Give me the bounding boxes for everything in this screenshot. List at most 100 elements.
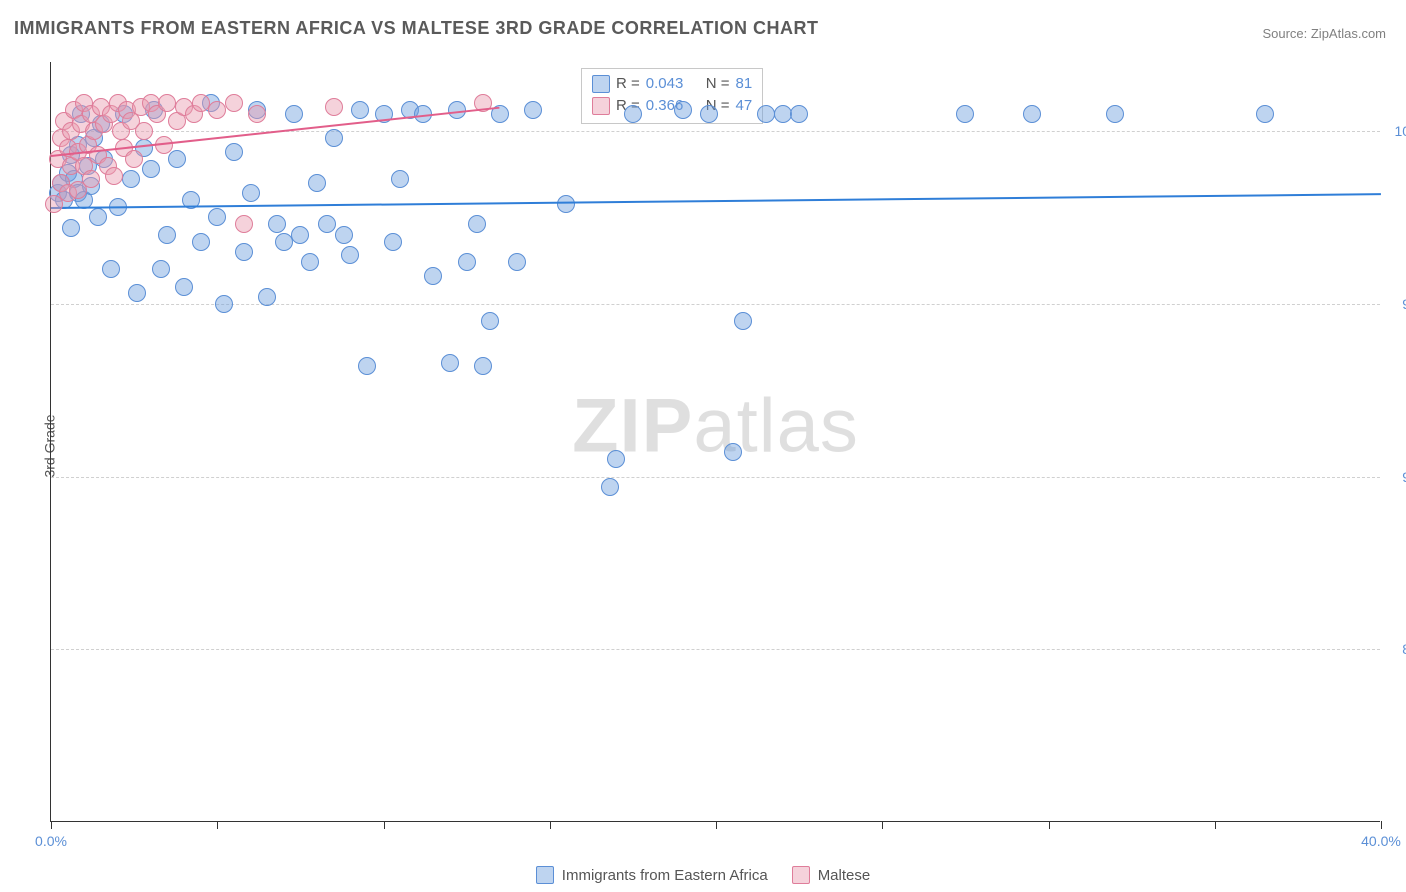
data-point — [474, 357, 492, 375]
data-point — [291, 226, 309, 244]
x-tick — [1215, 821, 1216, 829]
legend-label: Immigrants from Eastern Africa — [562, 867, 768, 884]
x-tick — [882, 821, 883, 829]
data-point — [757, 105, 775, 123]
r-value: 0.366 — [646, 95, 700, 117]
x-tick — [550, 821, 551, 829]
data-point — [384, 233, 402, 251]
n-value: 81 — [736, 73, 753, 95]
data-point — [607, 450, 625, 468]
data-point — [208, 101, 226, 119]
gridline — [51, 304, 1380, 305]
y-tick-label: 85.0% — [1402, 641, 1406, 657]
source-label: Source: ZipAtlas.com — [1262, 26, 1386, 41]
legend-swatch — [592, 75, 610, 93]
data-point — [128, 284, 146, 302]
stat-row: R = 0.043 N = 81 — [592, 73, 752, 95]
data-point — [318, 215, 336, 233]
legend-swatch — [592, 97, 610, 115]
x-tick — [1381, 821, 1382, 829]
legend-item: Immigrants from Eastern Africa — [536, 866, 768, 884]
data-point — [358, 357, 376, 375]
data-point — [142, 160, 160, 178]
data-point — [258, 288, 276, 306]
data-point — [468, 215, 486, 233]
data-point — [508, 253, 526, 271]
legend-swatch — [536, 866, 554, 884]
data-point — [774, 105, 792, 123]
data-point — [62, 219, 80, 237]
data-point — [82, 170, 100, 188]
data-point — [242, 184, 260, 202]
stat-row: R =0.366N =47 — [592, 95, 752, 117]
y-tick-label: 100.0% — [1395, 123, 1406, 139]
data-point — [89, 208, 107, 226]
data-point — [1106, 105, 1124, 123]
data-point — [335, 226, 353, 244]
data-point — [215, 295, 233, 313]
data-point — [301, 253, 319, 271]
data-point — [481, 312, 499, 330]
x-tick — [217, 821, 218, 829]
data-point — [1023, 105, 1041, 123]
chart-plot-area: ZIPatlas R =0.043N =81R =0.366N =47 85.0… — [50, 62, 1380, 822]
r-value: 0.043 — [646, 73, 700, 95]
data-point — [105, 167, 123, 185]
data-point — [102, 260, 120, 278]
x-tick — [1049, 821, 1050, 829]
data-point — [351, 101, 369, 119]
data-point — [268, 215, 286, 233]
legend-swatch — [792, 866, 810, 884]
data-point — [424, 267, 442, 285]
data-point — [192, 94, 210, 112]
y-tick-label: 95.0% — [1402, 296, 1406, 312]
data-point — [325, 98, 343, 116]
legend-item: Maltese — [792, 866, 871, 884]
gridline — [51, 649, 1380, 650]
data-point — [285, 105, 303, 123]
data-point — [135, 122, 153, 140]
data-point — [734, 312, 752, 330]
data-point — [208, 208, 226, 226]
data-point — [192, 233, 210, 251]
data-point — [275, 233, 293, 251]
data-point — [225, 143, 243, 161]
data-point — [724, 443, 742, 461]
data-point — [325, 129, 343, 147]
x-tick-label: 40.0% — [1361, 833, 1401, 849]
data-point — [341, 246, 359, 264]
data-point — [308, 174, 326, 192]
data-point — [674, 101, 692, 119]
chart-title: IMMIGRANTS FROM EASTERN AFRICA VS MALTES… — [14, 18, 819, 39]
legend-label: Maltese — [818, 867, 871, 884]
data-point — [152, 260, 170, 278]
data-point — [235, 243, 253, 261]
data-point — [235, 215, 253, 233]
n-value: 47 — [736, 95, 753, 117]
data-point — [158, 226, 176, 244]
correlation-stat-box: R = 0.043 N = 81R =0.366N =47 — [581, 68, 763, 124]
gridline — [51, 477, 1380, 478]
data-point — [168, 150, 186, 168]
x-tick — [716, 821, 717, 829]
n-label: N = — [706, 73, 730, 95]
data-point — [790, 105, 808, 123]
data-point — [122, 170, 140, 188]
data-point — [700, 105, 718, 123]
data-point — [391, 170, 409, 188]
data-point — [175, 278, 193, 296]
r-label: R = — [616, 73, 640, 95]
data-point — [1256, 105, 1274, 123]
data-point — [524, 101, 542, 119]
data-point — [441, 354, 459, 372]
data-point — [601, 478, 619, 496]
gridline — [51, 131, 1380, 132]
data-point — [248, 105, 266, 123]
y-tick-label: 90.0% — [1402, 469, 1406, 485]
data-point — [956, 105, 974, 123]
x-tick — [384, 821, 385, 829]
data-point — [458, 253, 476, 271]
bottom-legend: Immigrants from Eastern Africa Maltese — [0, 866, 1406, 884]
data-point — [624, 105, 642, 123]
data-point — [125, 150, 143, 168]
